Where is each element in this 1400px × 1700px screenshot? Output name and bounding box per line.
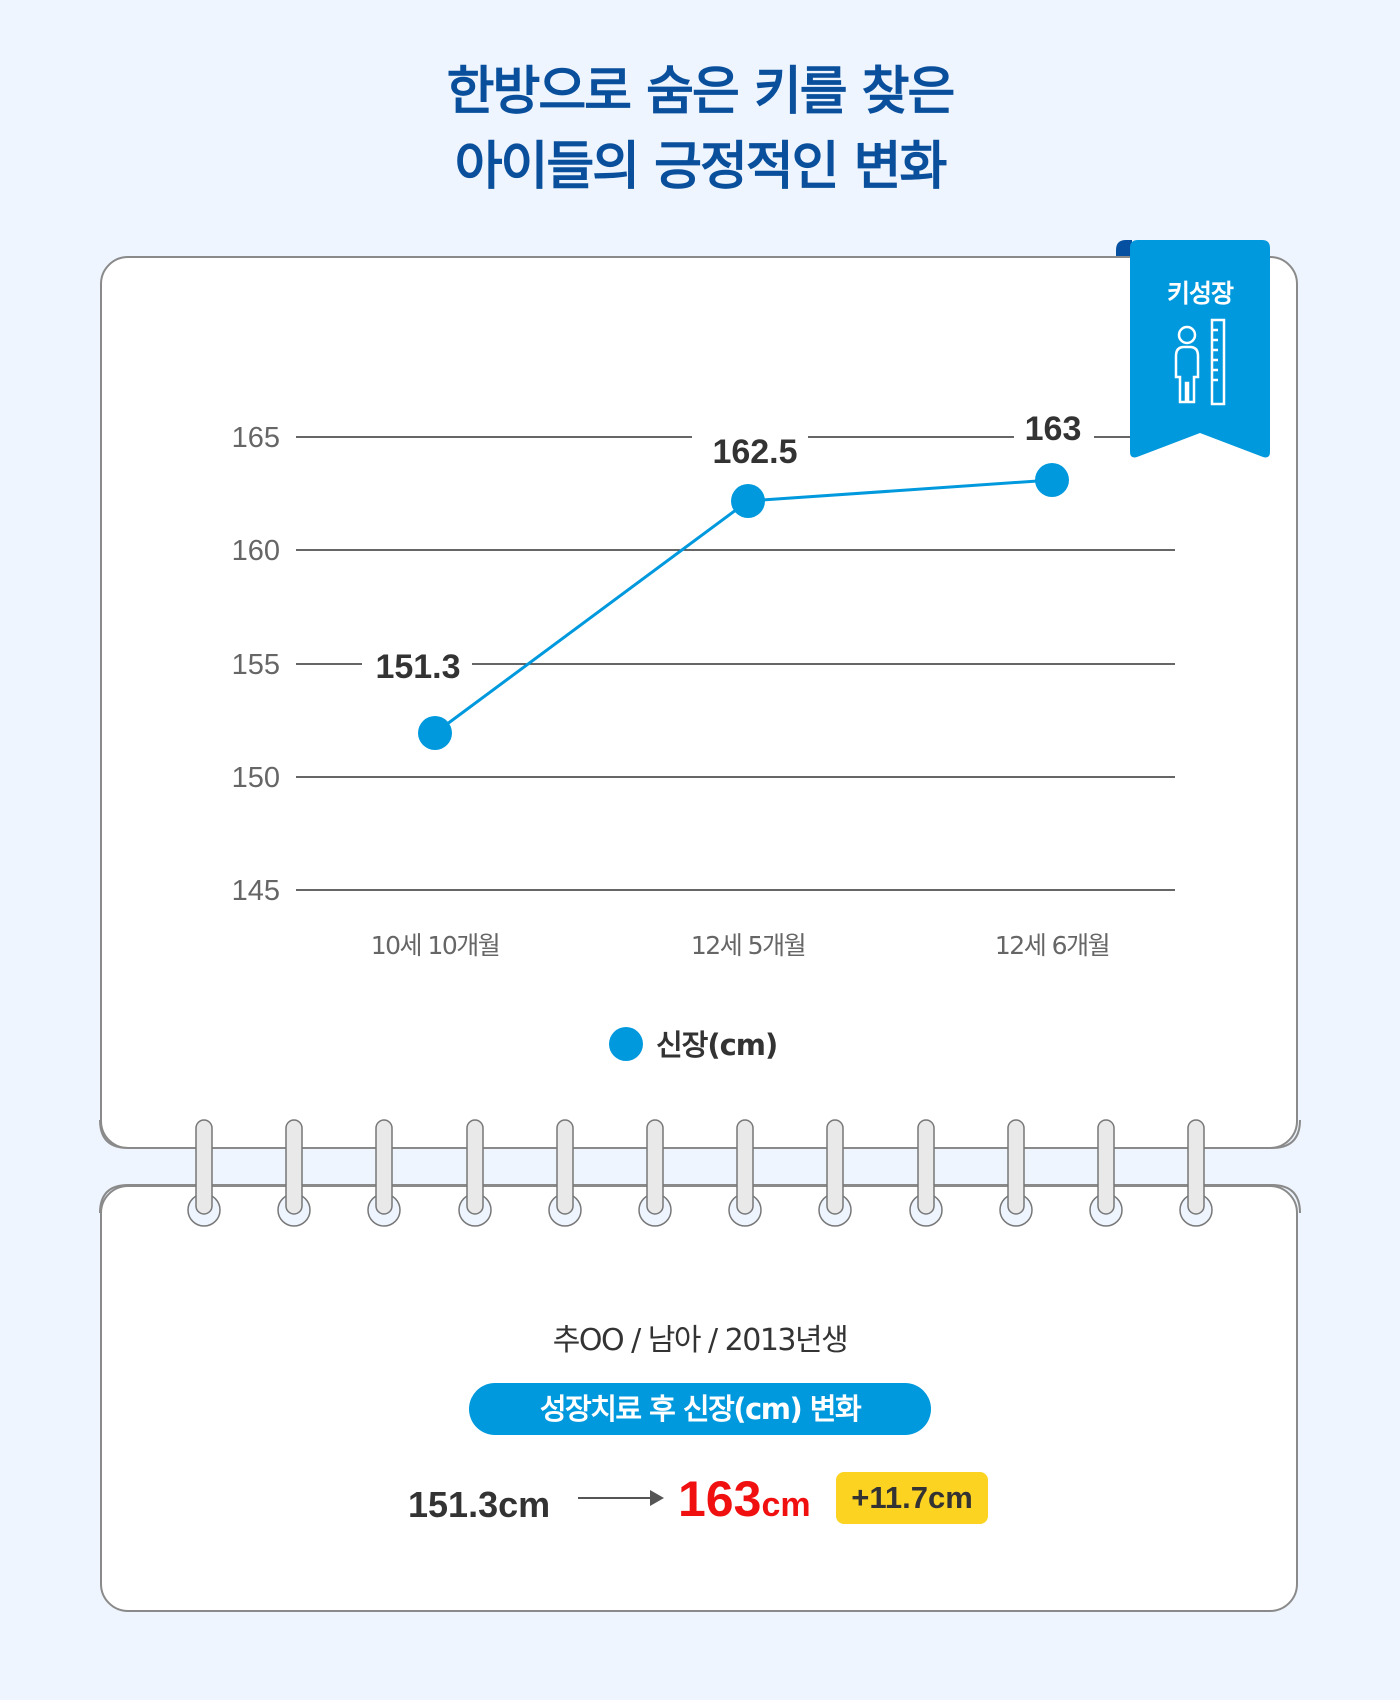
data-label: 163 [1025,410,1082,448]
data-point[interactable] [731,484,765,518]
arrow-right-icon [578,1490,664,1506]
legend: 신장(cm) [609,1027,778,1062]
legend-marker-icon [609,1027,643,1061]
y-tick-label: 150 [232,762,280,794]
y-axis: 165 160 155 150 145 [232,422,280,907]
legend-label: 신장(cm) [656,1028,777,1062]
y-tick-label: 165 [232,422,280,454]
ribbon-label: 키성장 [1167,279,1234,308]
ribbon-badge: 키성장 [1116,240,1270,458]
height-after: 163cm [678,1470,811,1528]
y-tick-label: 155 [232,649,280,681]
data-labels: 151.3 162.5 163 [375,410,1081,686]
x-tick-label: 12세 5개월 [691,931,805,960]
height-before: 151.3cm [408,1484,551,1525]
person-height-ruler-icon [1174,318,1226,406]
chart-card [100,256,1298,1149]
section-pill-label: 성장치료 후 신장(cm) 변화 [469,1383,931,1435]
data-point[interactable] [418,716,452,750]
patient-info: 추OO / 남아 / 2013년생 [552,1323,849,1358]
page-title-line-2: 아이들의 긍정적인 변화 [454,137,948,197]
series-line [434,478,1053,735]
height-gain-badge: +11.7cm [836,1472,988,1524]
height-change-row: 151.3cm 163cm +11.7cm [0,1470,1400,1530]
y-tick-label: 160 [232,535,280,567]
data-label: 151.3 [375,648,460,686]
height-after-unit: cm [761,1486,811,1524]
data-points [418,463,1069,750]
y-tick-label: 145 [232,875,280,907]
x-tick-label: 12세 6개월 [995,931,1109,960]
x-axis: 10세 10개월 12세 5개월 12세 6개월 [371,931,1111,960]
height-after-value: 163 [678,1471,762,1527]
data-point[interactable] [1035,463,1069,497]
binder-rings [187,1119,1213,1227]
x-tick-label: 10세 10개월 [371,931,500,960]
data-label: 162.5 [712,433,797,471]
page-title-line-1: 한방으로 숨은 키를 찾은 [446,62,956,122]
